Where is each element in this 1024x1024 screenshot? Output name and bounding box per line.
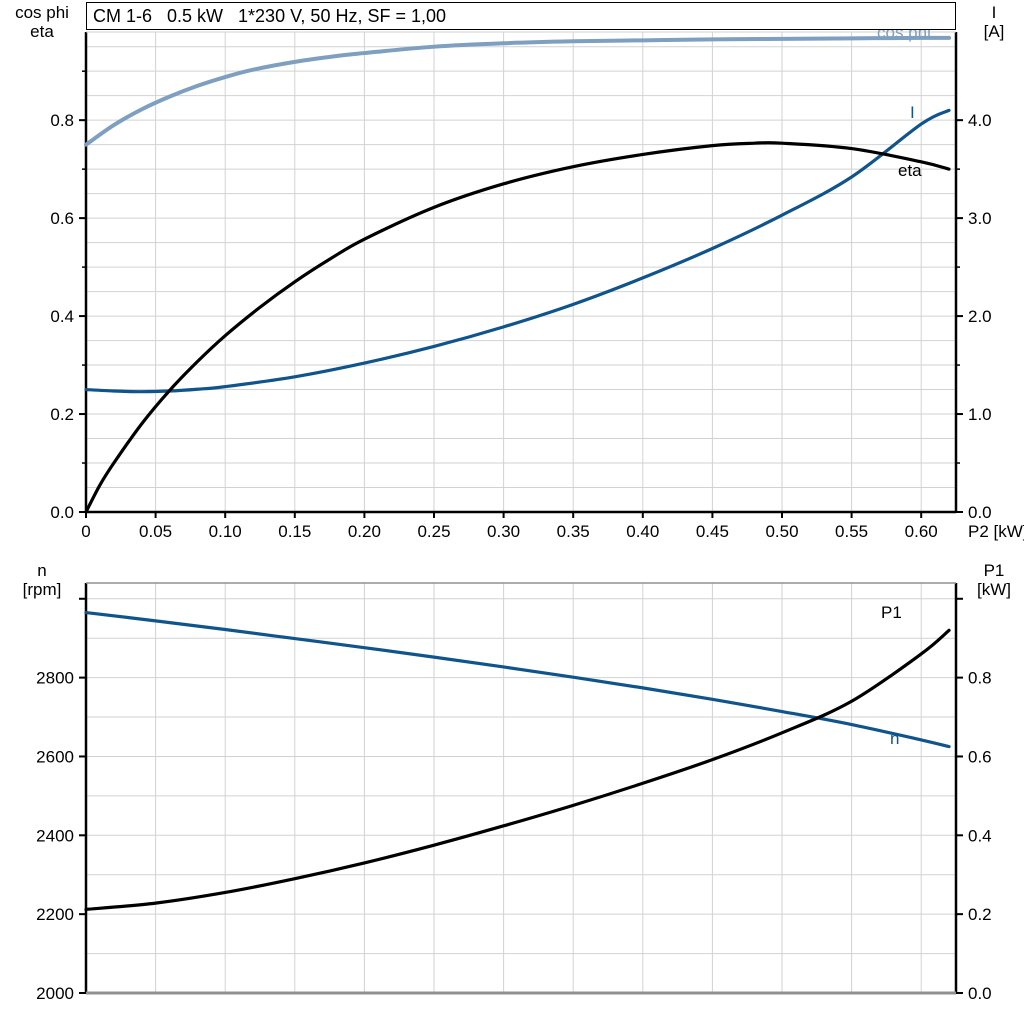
tick-label-left: 2600 xyxy=(36,747,74,766)
top-left-axis-title: cos phi eta xyxy=(15,3,69,41)
bottom-plot-area: 2000 2200 2400 2600 2800 0.0 0.2 0.4 0.6 0.8 xyxy=(0,551,1024,1024)
tick-label-left: 2800 xyxy=(36,669,74,688)
tick-label-x: 0.20 xyxy=(348,522,381,541)
curve-cos-phi xyxy=(84,35,952,147)
tick-label-x: 0.45 xyxy=(696,522,729,541)
x-axis-title: P2 [kW] xyxy=(968,522,1024,541)
tick-label-left: 2000 xyxy=(36,984,74,1003)
tick-label-left: 0.8 xyxy=(50,111,74,130)
bottom-right-axis-title: P1 [kW] xyxy=(977,561,1011,599)
top-plot-area: 0.0 0.2 0.4 0.6 0.8 0.0 1.0 2.0 3.0 4.0 0 0.05 0.10 0… xyxy=(50,31,1024,541)
tick-label-x: 0 xyxy=(81,522,90,541)
curve-eta xyxy=(84,141,951,514)
tick-label-right: 0.0 xyxy=(968,503,992,522)
tick-label-left: 0.6 xyxy=(50,209,74,228)
tick-label-right: 0.6 xyxy=(968,747,992,766)
tick-label-x: 0.30 xyxy=(487,522,520,541)
tick-label-x: 0.55 xyxy=(835,522,868,541)
top-right-axis-title: I [A] xyxy=(983,3,1005,41)
curve-label-current: I xyxy=(910,103,915,122)
curve-label-eta: eta xyxy=(898,161,922,180)
tick-label-left: 2400 xyxy=(36,826,74,845)
curve-label-power: P1 xyxy=(881,603,902,622)
chart-title: CM 1-6 0.5 kW 1*230 V, 50 Hz, SF = 1,00 xyxy=(93,5,447,26)
tick-label-x: 0.25 xyxy=(417,522,450,541)
tick-label-left: 2200 xyxy=(36,905,74,924)
tick-label-left: 0.0 xyxy=(50,503,74,522)
top-chart-panel: cos phi eta I [A] CM 1-6 0.5 kW 1*230 V, 5… xyxy=(15,2,1024,541)
curve-n xyxy=(84,610,951,749)
tick-label-right: 0.2 xyxy=(968,905,992,924)
tick-label-right: 3.0 xyxy=(968,209,992,228)
tick-label-right: 1.0 xyxy=(968,405,992,424)
tick-label-x: 0.15 xyxy=(278,522,311,541)
bottom-left-axis-title: n [rpm] xyxy=(22,561,62,599)
tick-label-x: 0.35 xyxy=(557,522,590,541)
bottom-chart-panel: n [rpm] P1 [kW] 2000 2200 2400 2600 2800 0.0 0.2… xyxy=(0,551,1024,1024)
curve-P1 xyxy=(84,628,951,912)
tick-label-right: 0.4 xyxy=(968,826,992,845)
top-chart-svg: 0.0 0.2 0.4 0.6 0.8 0.0 1.0 2.0 3.0 4.0 0 0.05 0.10 0… xyxy=(50,31,1024,541)
tick-label-x: 0.60 xyxy=(905,522,938,541)
curve-label-speed: n xyxy=(890,729,900,748)
tick-label-x: 0.10 xyxy=(209,522,242,541)
tick-label-x: 0.05 xyxy=(139,522,172,541)
bottom-chart-svg: 2000 2200 2400 2600 2800 0.0 0.2 0.4 0.6 0.8 xyxy=(36,582,992,1003)
plot-background xyxy=(86,32,956,512)
tick-label-x: 0.50 xyxy=(765,522,798,541)
chart-title-box: CM 1-6 0.5 kW 1*230 V, 50 Hz, SF = 1,00 xyxy=(86,2,956,30)
tick-label-x: 0.40 xyxy=(626,522,659,541)
tick-label-right: 0.0 xyxy=(968,984,992,1003)
tick-label-left: 0.4 xyxy=(50,307,74,326)
tick-label-right: 2.0 xyxy=(968,307,992,326)
tick-label-right: 0.8 xyxy=(968,669,992,688)
tick-label-right: 4.0 xyxy=(968,111,992,130)
plot-background xyxy=(86,583,956,993)
tick-label-left: 0.2 xyxy=(50,405,74,424)
